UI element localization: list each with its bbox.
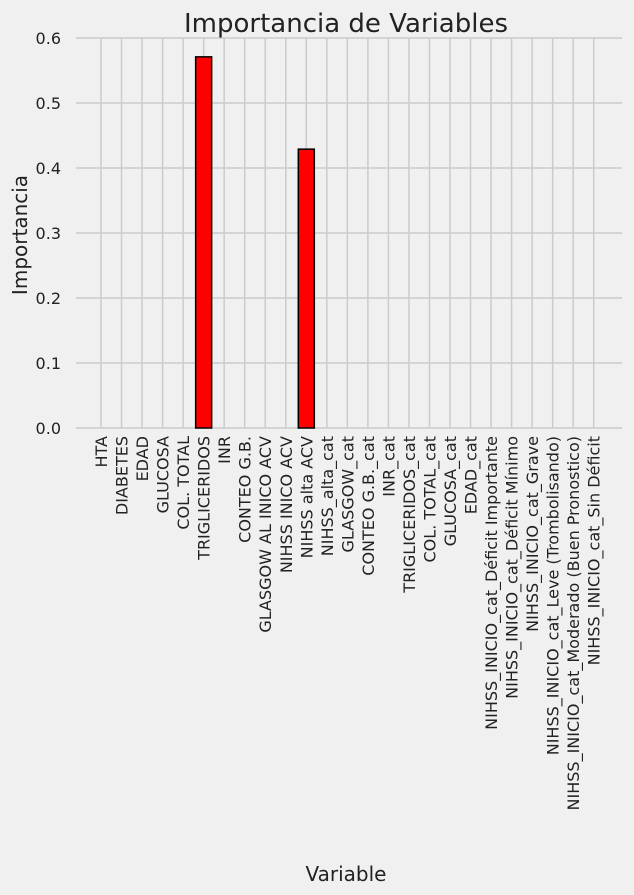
x-tick-label: COL. TOTAL_cat [420,436,440,562]
y-tick-label: 0.6 [36,29,61,48]
x-tick-label: GLUCOSA_cat [441,436,461,546]
y-ticks: 0.0 0.1 0.2 0.3 0.4 0.5 0.6 [36,29,61,438]
x-tick-label: CONTEO G.B. [236,436,255,543]
y-tick-label: 0.4 [36,159,61,178]
y-axis-label: Importancia [8,175,32,295]
x-tick-label: INR [215,436,234,464]
chart-title: Importancia de Variables [184,9,508,39]
x-tick-label: NIHSS_INICIO_cat_Leve (Trombolisando) [544,436,564,755]
x-tick-label: NIHSS_INICIO_cat_Sin Déficit [585,436,605,665]
x-tick-label: HTA [92,436,111,468]
x-tick-label: INR_cat [379,436,399,497]
x-tick-label: TRIGLICERIDOS [195,436,214,561]
x-tick-label: NIHSS_INICIO_cat_Déficit Importante [482,436,502,730]
x-tick-label: NIHSS_alta_cat [318,436,338,556]
bar [194,56,213,429]
y-tick-label: 0.0 [36,419,61,438]
x-axis-label: Variable [306,862,387,886]
x-ticks: HTA DIABETES EDAD GLUCOSA COL. TOTAL TRIGLICE… [92,436,605,811]
x-tick-label: EDAD_cat [462,436,482,514]
y-tick-label: 0.5 [36,94,61,113]
x-tick-label: GLUCOSA [154,436,173,513]
y-tick-label: 0.3 [36,224,61,243]
x-tick-label: CONTEO G.B._cat [359,436,379,576]
bar [297,148,316,429]
x-tick-label: DIABETES [113,436,132,515]
x-tick-label: COL. TOTAL [174,436,193,530]
grid-lines [76,37,622,429]
x-tick-label: NIHSS INICO ACV [277,436,296,573]
x-tick-label: NIHSS_INICIO_cat_Déficit Mínimo [503,436,523,699]
x-tick-label: GLASGOW_cat [338,436,358,552]
x-tick-label: NIHSS_INICIO_cat_Grave [523,436,543,632]
x-tick-label: EDAD [133,436,152,481]
x-tick-label: GLASGOW AL INICO ACV [256,436,275,633]
x-tick-label: NIHSS alta ACV [297,436,316,558]
y-tick-label: 0.1 [36,354,61,373]
y-tick-label: 0.2 [36,289,61,308]
x-tick-label: TRIGLICERIDOS_cat [400,436,420,594]
bars [194,56,316,429]
x-tick-label: NIHSS_INICIO_cat_Moderado (Buen Pronosti… [564,436,584,810]
